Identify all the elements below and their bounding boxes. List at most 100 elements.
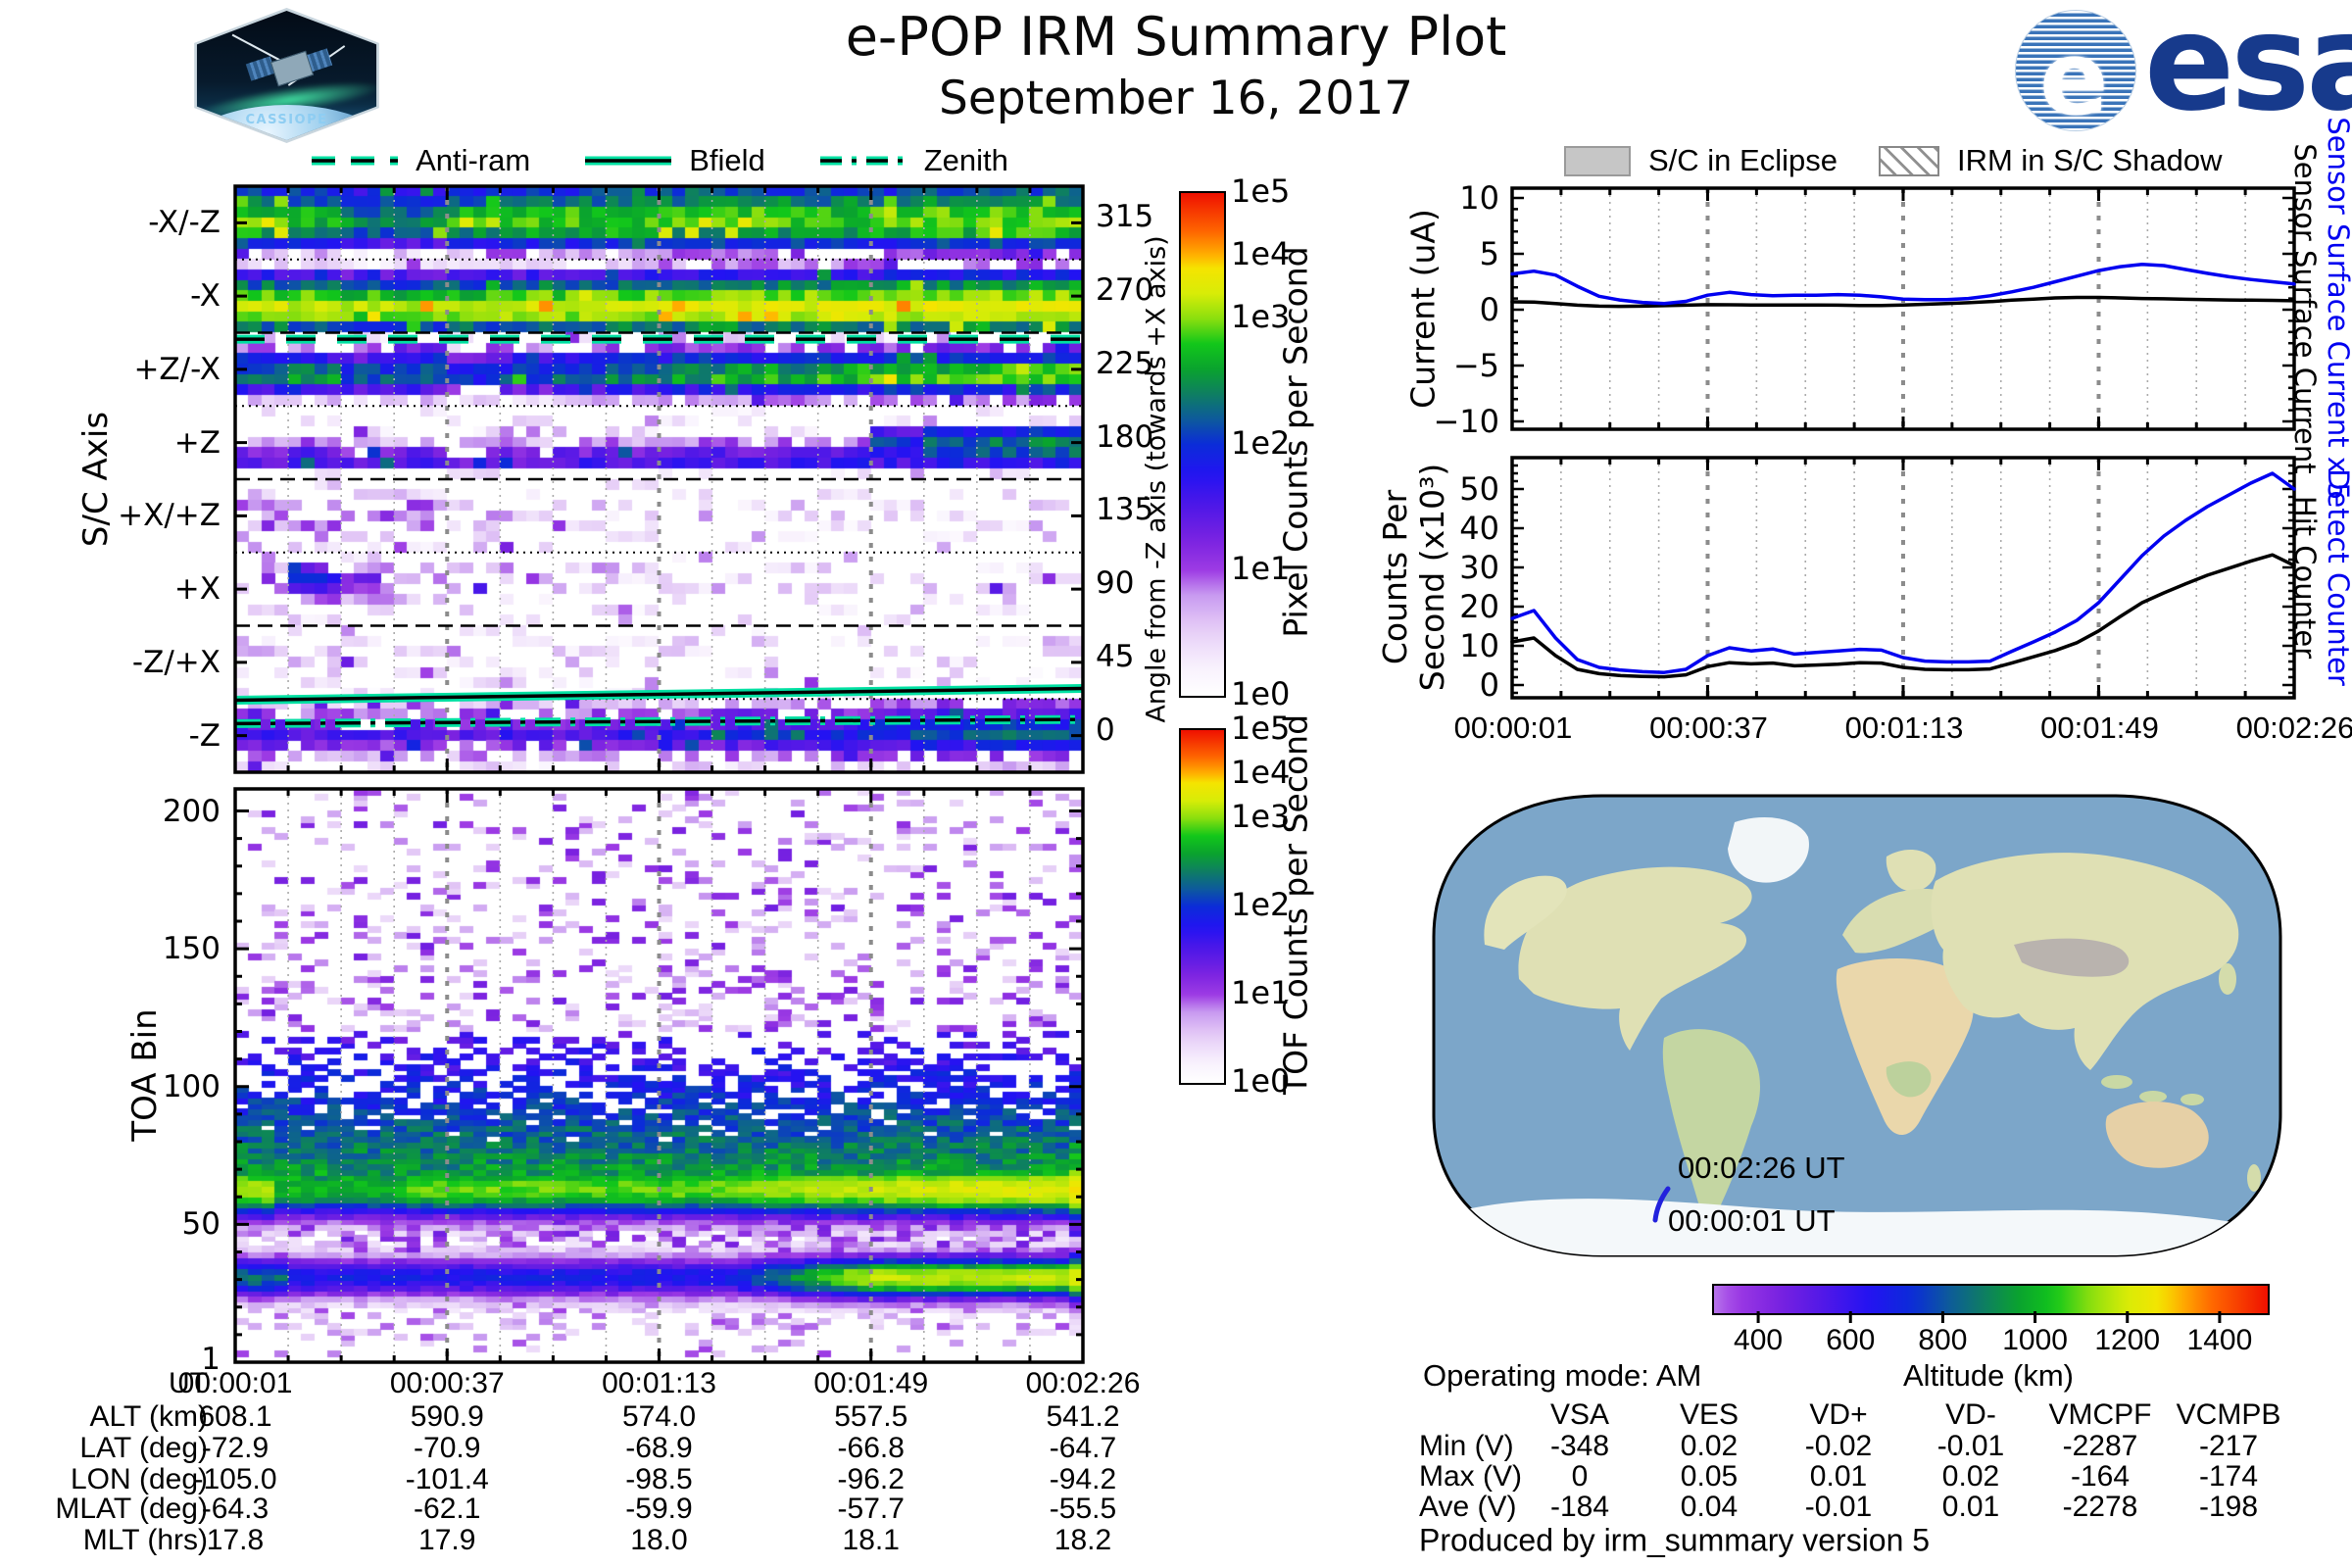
- ephemeris-value: 00:01:49: [813, 1367, 929, 1399]
- counter-plot: [1510, 456, 2296, 700]
- zenith-line-icon: [819, 156, 906, 166]
- ephemeris-value: 608.1: [198, 1400, 272, 1433]
- colorbar-tick-label: 1e2: [1231, 423, 1291, 462]
- tof-counts-colorbar-title: TOF Counts per Second: [1276, 713, 1315, 1096]
- time-tick-label: 00:02:26: [2235, 710, 2352, 745]
- y-tick-label: −10: [1433, 403, 1499, 440]
- ephemeris-value: 574.0: [621, 1400, 697, 1433]
- y-tick-label: 5: [1479, 235, 1499, 272]
- ephemeris-value: 541.2: [1046, 1400, 1120, 1433]
- voltage-column-header: VD-: [1945, 1398, 1996, 1431]
- title-block: e-POP IRM Summary Plot September 16, 201…: [745, 6, 1607, 125]
- ephemeris-value: 00:01:13: [602, 1367, 716, 1399]
- sc-axis-row-label: +Z/-X: [133, 351, 220, 387]
- current-axis-title: Current (uA): [1403, 209, 1443, 409]
- y-tick-label: 0: [1479, 666, 1499, 704]
- angle-tick-label: 0: [1096, 711, 1115, 748]
- angle-tick-label: 135: [1096, 492, 1154, 528]
- ephemeris-value: -62.1: [414, 1493, 481, 1525]
- altitude-colorbar: [1712, 1284, 2270, 1315]
- ephemeris-row-label: MLAT (deg): [55, 1493, 208, 1525]
- ephemeris-value: 17.9: [418, 1524, 476, 1556]
- angle-tick-label: 270: [1096, 272, 1154, 309]
- sc-axis-spectrogram-frame: [233, 184, 1085, 774]
- page-title: e-POP IRM Summary Plot: [845, 6, 1507, 68]
- voltage-value: 0.02: [1941, 1460, 2000, 1493]
- angle-tick-label: 225: [1096, 345, 1154, 381]
- ephemeris-value: -59.9: [625, 1493, 693, 1525]
- ephemeris-value: -64.3: [201, 1493, 270, 1525]
- colorbar-tick-label: 1e4: [1231, 754, 1291, 791]
- sc-axis-row-label: -Z: [188, 717, 220, 754]
- sensor-surface-current-label: Sensor Surface Current: [2288, 143, 2322, 474]
- voltage-column-header: VCMPB: [2176, 1398, 2281, 1431]
- angle-axis-title: Angle from -Z axis (towards +X axis): [1141, 235, 1172, 723]
- australia: [2105, 1101, 2209, 1168]
- ephemeris-value: -68.9: [625, 1432, 693, 1464]
- esa-logo: e esa: [2015, 0, 2352, 141]
- sc-axis-row-label: +X: [173, 571, 220, 608]
- alaska: [1484, 875, 1567, 950]
- time-tick-label: 00:01:13: [1844, 710, 1964, 745]
- altitude-bar-title: Altitude (km): [1903, 1358, 2074, 1393]
- overlay-line-legend: Anti-ram Bfield Zenith: [235, 143, 1083, 178]
- voltage-value: 0.02: [1680, 1430, 1739, 1462]
- ephemeris-value: -96.2: [837, 1463, 905, 1495]
- colorbar-tick-label: 1e5: [1231, 172, 1291, 210]
- altitude-tick-label: 1400: [2186, 1324, 2253, 1356]
- legend-item-shadow: IRM in S/C Shadow: [1878, 143, 2222, 178]
- voltage-row-label: Min (V): [1419, 1430, 1514, 1462]
- colorbar-tick-label: 1e5: [1231, 710, 1291, 747]
- voltage-value: -2287: [2062, 1430, 2138, 1462]
- y-tick-label: 20: [1459, 588, 1499, 625]
- voltage-value: -0.01: [1936, 1430, 2005, 1462]
- hit-counter-label: Hit Counter: [2288, 495, 2322, 660]
- new-guinea: [2180, 1094, 2204, 1105]
- y-tick-label: 10: [1459, 627, 1499, 664]
- pixel-counts-colorbar: [1179, 191, 1226, 698]
- ephemeris-value: 00:00:37: [389, 1367, 505, 1399]
- voltage-value: -348: [1549, 1430, 1610, 1462]
- legend-label: Zenith: [923, 143, 1008, 177]
- voltage-column-header: VD+: [1809, 1398, 1868, 1431]
- detect-counter-label: Detect Counter: [2322, 468, 2352, 686]
- ephemeris-value: 18.1: [842, 1524, 900, 1556]
- voltage-value: -198: [2198, 1491, 2259, 1523]
- y-tick-label: 10: [1459, 179, 1499, 217]
- anti-ram-line-icon: [312, 156, 399, 166]
- ephemeris-value: -105.0: [193, 1463, 277, 1495]
- colorbar-tick-label: 1e1: [1231, 549, 1291, 587]
- ephemeris-value: 00:02:26: [1025, 1367, 1141, 1399]
- eclipse-swatch-icon: [1564, 145, 1631, 176]
- north-america: [1518, 866, 1752, 1051]
- counts-axis-title: Counts Per Second (x10³): [1376, 463, 1451, 692]
- legend-item-zenith: Zenith: [818, 143, 1008, 178]
- voltage-value: -2278: [2062, 1491, 2138, 1523]
- y-tick-label: 30: [1459, 549, 1499, 586]
- toa-tick-label: 150: [162, 931, 220, 967]
- angle-tick-label: 45: [1096, 638, 1135, 674]
- toa-bin-spectrogram: [235, 789, 1083, 1362]
- legend-item-bfield: Bfield: [583, 143, 765, 178]
- voltage-row-label: Max (V): [1419, 1460, 1522, 1493]
- indonesia: [2139, 1091, 2167, 1102]
- operating-mode-label: Operating mode: AM: [1423, 1358, 1702, 1393]
- pixel-counts-colorbar-title: Pixel Counts per Second: [1276, 246, 1315, 638]
- ephemeris-row-label: LAT (deg): [79, 1432, 208, 1464]
- colorbar-tick-label: 1e4: [1231, 235, 1291, 273]
- voltage-column-header: VMCPF: [2048, 1398, 2152, 1431]
- sc-axis-row-label: -Z/+X: [131, 644, 220, 680]
- sc-axis-row-label: +Z: [173, 424, 220, 461]
- time-tick-label: 00:00:01: [1453, 710, 1573, 745]
- ephemeris-value: 557.5: [834, 1400, 908, 1433]
- ephemeris-value: 00:00:01: [177, 1367, 293, 1399]
- sensor-current-plot: [1510, 186, 2296, 431]
- esa-e-glyph: e: [2039, 19, 2109, 131]
- y-tick-label: 40: [1459, 510, 1499, 547]
- voltage-value: -217: [2198, 1430, 2259, 1462]
- ground-track: [1652, 1186, 1671, 1223]
- produced-by-label: Produced by irm_summary version 5: [1419, 1522, 1931, 1558]
- legend-item-anti-ram: Anti-ram: [310, 143, 530, 178]
